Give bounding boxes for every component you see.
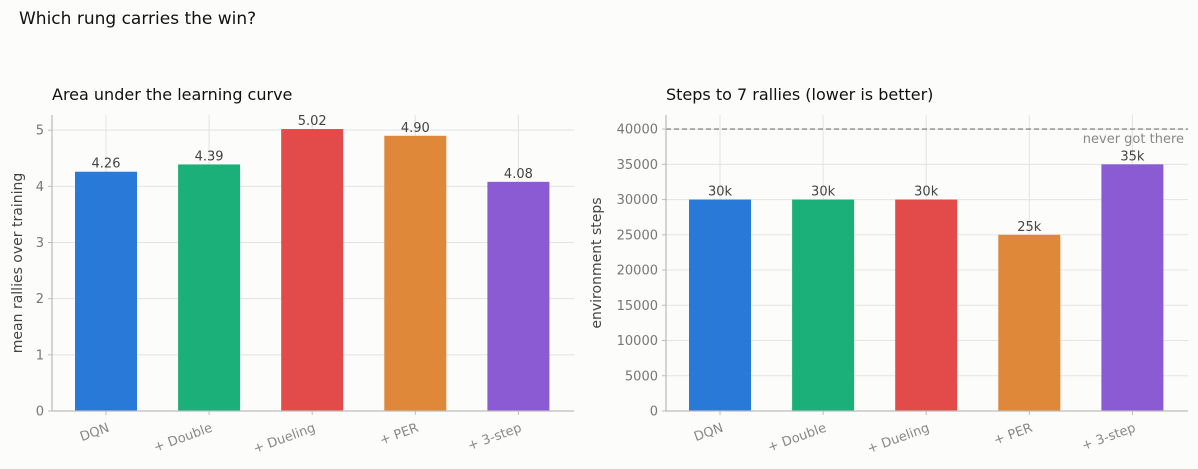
bar-dqn [75, 172, 137, 411]
y-tick-label: 25000 [617, 228, 658, 243]
x-tick-label: + Dueling [251, 421, 317, 457]
y-axis-label: mean rallies over training [10, 173, 26, 353]
data-label: 4.08 [504, 167, 533, 182]
y-tick-label: 5 [36, 124, 44, 139]
bar-per [384, 136, 446, 411]
x-tick-label: DQN [692, 421, 725, 445]
x-tick-label: + Double [152, 421, 215, 456]
data-label: 4.26 [92, 157, 121, 172]
y-tick-label: 4 [36, 180, 44, 195]
y-tick-label: 2 [36, 292, 44, 307]
y-tick-label: 0 [36, 405, 44, 420]
y-tick-label: 10000 [617, 334, 658, 349]
y-tick-label: 40000 [617, 123, 658, 138]
chart-steps-to-7: 30k 30k 30k 25k 35k never got there 0 5000 10000… [589, 85, 1188, 457]
y-tick-label: 20000 [617, 264, 658, 279]
bar-dueling [281, 129, 343, 411]
reference-line-label: never got there [1083, 132, 1184, 147]
x-tick-label: + PER [378, 421, 421, 449]
chart-title: Steps to 7 rallies (lower is better) [666, 85, 933, 104]
data-label: 35k [1120, 149, 1145, 164]
x-tick-label: + 3-step [1080, 421, 1138, 454]
y-tick-label: 5000 [625, 369, 658, 384]
data-label: 4.90 [401, 121, 430, 136]
bar-3-step [1101, 164, 1163, 411]
y-axis-label: environment steps [589, 197, 605, 328]
x-tick-label: + Dueling [865, 421, 931, 457]
data-label: 4.39 [195, 149, 224, 164]
x-tick-label: + Double [766, 421, 829, 456]
x-tick-label: + 3-step [466, 421, 524, 454]
y-tick-label: 1 [36, 348, 44, 363]
data-label: 25k [1017, 220, 1042, 235]
y-tick-label: 0 [650, 405, 658, 420]
data-label: 5.02 [298, 114, 327, 129]
y-tick-label: 35000 [617, 158, 658, 173]
y-tick-label: 3 [36, 236, 44, 251]
bar-dqn [689, 200, 751, 411]
bar-double [792, 200, 854, 411]
chart-auc: 4.26 4.39 5.02 4.90 4.08 0 1 2 3 4 5 DQN + Double + D… [10, 85, 574, 457]
bar-3-step [487, 182, 549, 411]
bar-double [178, 164, 240, 411]
y-tick-label: 30000 [617, 193, 658, 208]
x-tick-label: DQN [78, 421, 111, 445]
x-tick-label: + PER [992, 421, 1035, 449]
bar-per [998, 235, 1060, 411]
data-label: 30k [811, 185, 836, 200]
data-label: 30k [914, 185, 939, 200]
y-tick-label: 15000 [617, 299, 658, 314]
chart-title: Area under the learning curve [52, 85, 292, 104]
data-label: 30k [708, 185, 733, 200]
bar-dueling [895, 200, 957, 411]
